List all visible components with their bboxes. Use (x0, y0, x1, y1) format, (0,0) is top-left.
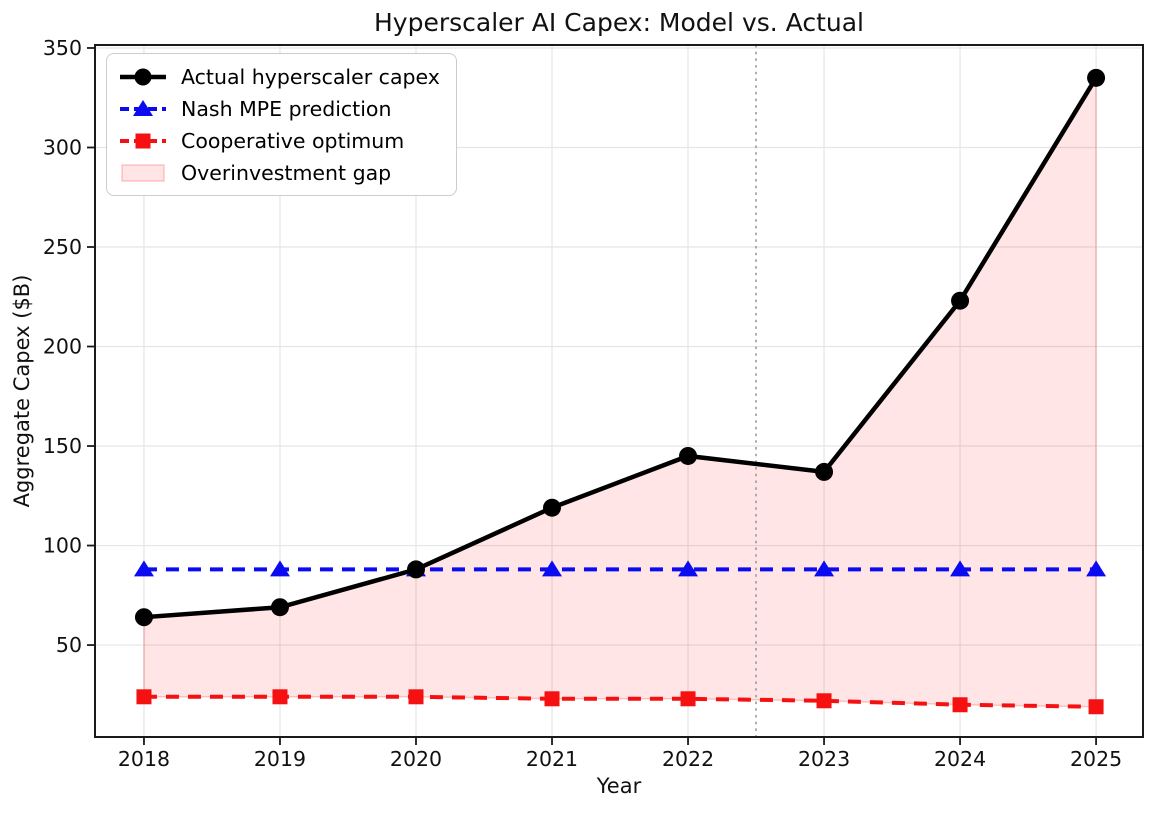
legend-item-gap: Overinvestment gap (119, 159, 440, 186)
y-tick-label: 150 (43, 434, 82, 458)
coop-point-marker (272, 689, 288, 705)
actual-point-marker (134, 608, 153, 627)
triangle-marker-icon (133, 99, 153, 116)
x-tick-label: 2018 (118, 747, 170, 771)
x-tick-label: 2023 (798, 747, 850, 771)
actual-point-marker (543, 498, 562, 517)
coop-point-marker (816, 693, 832, 709)
y-tick-label: 100 (43, 534, 82, 558)
coop-line (143, 694, 1097, 709)
legend-label-coop: Cooperative optimum (181, 128, 405, 153)
actual-line (143, 76, 1098, 620)
legend-item-actual: Actual hyperscaler capex (119, 63, 440, 90)
x-tick-label: 2022 (662, 747, 714, 771)
legend-item-coop: Cooperative optimum (119, 127, 440, 154)
legend-label-gap: Overinvestment gap (181, 160, 392, 185)
coop-line-icon (120, 133, 166, 148)
axes-spines (94, 44, 1144, 738)
y-tick-label: 300 (43, 135, 82, 159)
x-tick-label: 2020 (390, 747, 442, 771)
actual-point-marker (815, 462, 834, 481)
gap-patch-icon (121, 163, 165, 182)
coop-point-marker (1088, 699, 1104, 715)
x-tick-label: 2024 (934, 747, 986, 771)
actual-point-marker (406, 560, 425, 579)
actual-point-marker (270, 598, 289, 617)
nash-point-marker (678, 560, 699, 577)
square-marker-icon (135, 133, 151, 148)
coop-point-marker (408, 689, 424, 705)
y-axis-label: Aggregate Capex ($B) (10, 274, 34, 508)
actual-point-marker (951, 291, 970, 310)
coop-point-marker (544, 691, 560, 707)
chart-title: Hyperscaler AI Capex: Model vs. Actual (374, 8, 864, 37)
coop-point-marker (136, 689, 152, 705)
y-tick-label: 50 (56, 633, 82, 657)
x-tick-label: 2019 (254, 747, 306, 771)
coop-point-marker (680, 691, 696, 707)
nash-point-marker (814, 560, 835, 577)
gap-swatch-rect (121, 163, 165, 182)
legend-label-nash: Nash MPE prediction (181, 96, 392, 121)
x-tick-label: 2025 (1070, 747, 1122, 771)
legend-label-actual: Actual hyperscaler capex (181, 64, 440, 89)
legend-item-nash: Nash MPE prediction (119, 95, 440, 122)
x-tick-label: 2021 (526, 747, 578, 771)
y-tick-label: 250 (43, 235, 82, 259)
nash-point-marker (133, 560, 154, 577)
actual-point-marker (1087, 68, 1106, 87)
y-tick-label: 200 (43, 335, 82, 359)
legend: Actual hyperscaler capex Nash MPE predic… (106, 53, 457, 196)
circle-marker-icon (134, 68, 152, 85)
nash-point-marker (269, 560, 290, 577)
y-tick-label: 350 (43, 36, 82, 60)
coop-point-marker (952, 697, 968, 713)
nash-line-icon (120, 99, 166, 116)
nash-point-marker (542, 560, 563, 577)
x-axis-label: Year (596, 774, 642, 798)
actual-line-icon (120, 68, 166, 85)
nash-point-marker (1086, 560, 1107, 577)
nash-point-marker (950, 560, 971, 577)
actual-point-marker (679, 446, 698, 465)
